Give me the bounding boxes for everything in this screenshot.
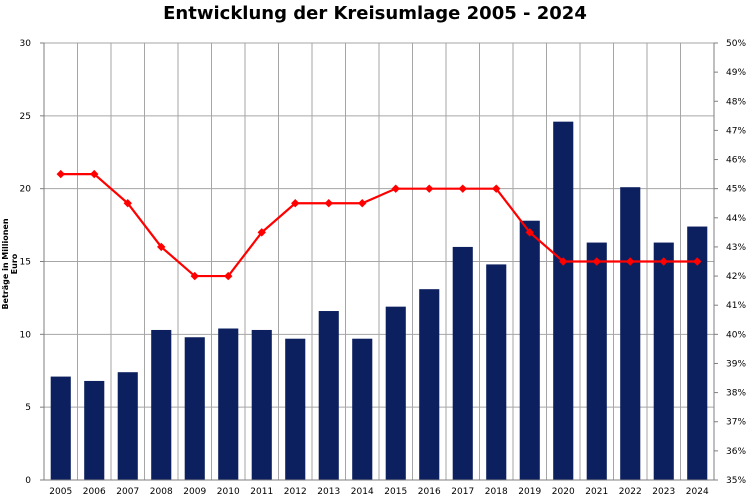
line-path xyxy=(60,173,698,278)
y-tick-label-right: 50% xyxy=(726,39,746,49)
y-tick-label-left: 10 xyxy=(20,330,32,340)
y-tick-label-right: 35% xyxy=(726,476,746,486)
line-point-2015 xyxy=(391,184,400,193)
bar-2006 xyxy=(84,380,105,480)
bar-2019 xyxy=(519,220,540,481)
bar-series xyxy=(50,121,708,481)
bar-2023 xyxy=(653,242,674,480)
y-tick-label-right: 38% xyxy=(726,389,746,399)
y-tick-label-right: 43% xyxy=(726,243,746,253)
line-point-2013 xyxy=(324,199,333,208)
line-point-2005 xyxy=(56,169,65,179)
line-point-2019 xyxy=(525,228,534,237)
x-tick-label: 2012 xyxy=(284,487,307,497)
x-tick-label: 2008 xyxy=(150,487,173,497)
x-tick-label: 2022 xyxy=(619,487,642,497)
x-tick-label: 2006 xyxy=(83,487,106,497)
y-tick-label-right: 45% xyxy=(726,185,746,195)
bar-2016 xyxy=(419,289,440,480)
x-tick-label: 2011 xyxy=(250,487,273,497)
y-tick-label-right: 39% xyxy=(726,359,746,369)
bar-2007 xyxy=(117,372,138,480)
line-point-2022 xyxy=(626,257,635,266)
x-tick-label: 2018 xyxy=(485,487,508,497)
y-tick-label-right: 48% xyxy=(726,97,746,107)
x-tick-label: 2019 xyxy=(518,487,541,497)
line-point-2017 xyxy=(458,184,467,193)
x-tick-label: 2020 xyxy=(552,487,575,497)
x-tick-label: 2021 xyxy=(585,487,608,497)
bar-2017 xyxy=(452,246,473,480)
line-point-2007 xyxy=(123,199,132,208)
bar-2021 xyxy=(586,242,607,480)
y-tick-label-left: 5 xyxy=(25,403,31,413)
y-tick-label-left: 30 xyxy=(20,39,32,49)
chart-title: Entwicklung der Kreisumlage 2005 - 2024 xyxy=(163,3,587,24)
line-point-2010 xyxy=(224,271,233,281)
line-point-2016 xyxy=(425,184,434,193)
bar-2009 xyxy=(184,337,205,480)
bar-2018 xyxy=(486,264,507,480)
bar-2022 xyxy=(620,187,641,480)
bar-2015 xyxy=(385,306,406,480)
x-tick-label: 2005 xyxy=(49,487,72,497)
line-point-2024 xyxy=(693,257,702,266)
bar-2012 xyxy=(285,338,306,480)
bar-2013 xyxy=(318,311,339,480)
y-tick-label-left: 15 xyxy=(20,258,31,268)
line-point-2008 xyxy=(157,242,166,252)
line-point-2023 xyxy=(659,257,668,266)
y-tick-label-right: 44% xyxy=(726,214,746,224)
line-point-2011 xyxy=(257,228,266,237)
y-tick-label-right: 37% xyxy=(726,418,746,428)
x-tick-label: 2009 xyxy=(183,487,206,497)
y-tick-label-left: 20 xyxy=(20,185,32,195)
y-tick-label-right: 46% xyxy=(726,156,746,166)
x-tick-label: 2010 xyxy=(217,487,240,497)
x-tick-label: 2016 xyxy=(418,487,441,497)
line-point-2018 xyxy=(492,184,501,193)
y-tick-label-right: 42% xyxy=(726,272,746,282)
x-tick-label: 2024 xyxy=(686,487,709,497)
y-tick-label-right: 41% xyxy=(726,301,746,311)
line-point-2006 xyxy=(90,169,99,179)
line-point-2012 xyxy=(291,199,300,208)
x-ticks: 2005 2006 2007 2008 2009 2010 2011 2012 2013 2014… xyxy=(49,487,709,497)
bar-2008 xyxy=(151,329,172,480)
x-tick-label: 2007 xyxy=(116,487,139,497)
x-tick-label: 2023 xyxy=(652,487,675,497)
x-tick-label: 2015 xyxy=(384,487,407,497)
y-tick-label-right: 47% xyxy=(726,126,746,136)
y-tick-label-right: 40% xyxy=(726,330,746,340)
x-tick-label: 2013 xyxy=(317,487,340,497)
x-tick-label: 2014 xyxy=(351,487,374,497)
x-tick-label: 2017 xyxy=(451,487,474,497)
line-point-2014 xyxy=(358,199,367,208)
y-tick-label-right: 49% xyxy=(726,68,746,78)
line-point-2009 xyxy=(190,271,199,281)
line-point-2021 xyxy=(592,257,601,266)
bar-2011 xyxy=(251,329,272,480)
line-series xyxy=(56,169,702,281)
bar-2005 xyxy=(50,376,71,480)
bar-2024 xyxy=(687,226,708,480)
y-tick-label-left: 0 xyxy=(25,476,31,486)
line-point-2020 xyxy=(559,257,568,266)
y-ticks-left: 0 5 10 15 20 25 30 xyxy=(20,39,44,486)
y-tick-label-right: 36% xyxy=(726,447,746,457)
bar-2014 xyxy=(352,338,373,480)
y-ticks-right: 35% 36% 37% 38% 39% 40% 41% 42% 43% 44% 45% 46% 47% 4… xyxy=(714,39,746,486)
bar-2010 xyxy=(218,328,239,480)
y-tick-label-left: 25 xyxy=(20,112,31,122)
bar-2020 xyxy=(553,121,574,480)
